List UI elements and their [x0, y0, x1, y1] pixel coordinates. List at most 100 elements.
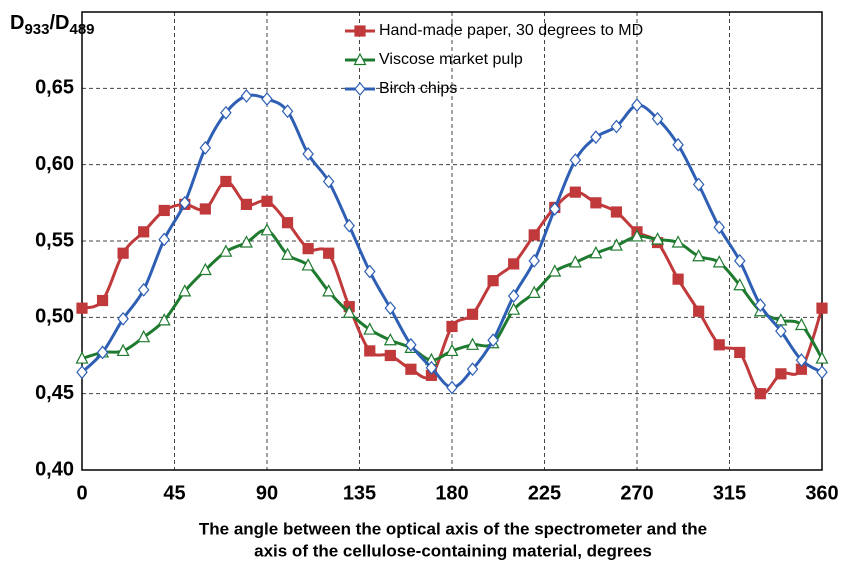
marker — [589, 245, 603, 259]
marker — [157, 313, 171, 326]
marker — [795, 353, 808, 368]
marker — [816, 365, 828, 380]
marker — [219, 244, 233, 257]
marker — [364, 345, 376, 357]
marker — [548, 264, 562, 277]
marker — [137, 329, 151, 343]
y-tick-label: 0,55 — [35, 229, 74, 251]
y-tick-label: 0,45 — [35, 382, 74, 404]
marker — [693, 305, 705, 317]
marker — [713, 220, 726, 235]
x-tick-label: 180 — [435, 482, 468, 504]
legend-label: Birch chips — [379, 80, 457, 97]
plot-frame — [81, 11, 823, 471]
marker — [322, 284, 336, 297]
x-tick-label: 90 — [256, 482, 278, 504]
marker — [713, 339, 725, 351]
marker — [96, 294, 109, 307]
marker — [158, 232, 171, 247]
y-tick-label: 0,65 — [35, 77, 74, 99]
marker — [281, 247, 295, 260]
y-tick-label: 0,50 — [35, 306, 74, 328]
marker — [76, 302, 88, 314]
marker — [384, 349, 396, 362]
marker — [445, 343, 459, 357]
marker — [220, 175, 232, 188]
marker — [794, 317, 808, 331]
marker — [568, 255, 582, 268]
marker — [240, 198, 253, 210]
marker — [610, 119, 623, 134]
y-tick-label: 0,40 — [35, 458, 74, 480]
marker — [487, 333, 499, 348]
marker — [323, 247, 335, 259]
legend-label: Hand-made paper, 30 degrees to MD — [379, 22, 643, 39]
marker — [487, 275, 499, 287]
marker — [240, 89, 253, 103]
marker — [199, 203, 211, 215]
marker — [712, 255, 726, 268]
marker — [508, 258, 520, 270]
marker — [609, 238, 623, 251]
x-tick-label: 225 — [528, 482, 561, 504]
marker — [651, 111, 664, 126]
marker — [302, 243, 314, 255]
marker — [116, 343, 130, 357]
marker — [569, 186, 581, 198]
y-label-part: /D — [49, 12, 69, 34]
legend-label: Viscose market pulp — [379, 51, 523, 68]
marker — [651, 232, 665, 245]
marker — [692, 248, 706, 262]
legend-marker — [353, 52, 367, 66]
legend-marker — [354, 25, 366, 37]
marker — [733, 277, 747, 291]
marker — [199, 140, 212, 155]
marker — [342, 305, 356, 318]
marker — [527, 285, 541, 299]
marker — [117, 311, 129, 326]
marker — [754, 388, 766, 400]
y-tick-label: 0,60 — [35, 153, 74, 175]
marker — [425, 360, 438, 375]
marker — [383, 332, 397, 346]
x-tick-label: 360 — [805, 482, 838, 504]
marker — [343, 218, 356, 233]
marker — [405, 337, 417, 352]
x-tick-label: 45 — [163, 482, 185, 504]
x-tick-label: 270 — [620, 482, 653, 504]
marker — [158, 204, 170, 217]
marker — [178, 195, 191, 210]
marker — [239, 235, 253, 248]
marker — [569, 153, 582, 168]
marker — [815, 351, 829, 364]
marker — [692, 177, 705, 192]
y-label-part: D — [10, 12, 24, 34]
marker — [775, 324, 787, 339]
x-tick-label: 135 — [343, 482, 376, 504]
marker — [671, 235, 685, 248]
marker — [363, 322, 377, 335]
marker — [590, 130, 602, 145]
marker — [775, 368, 787, 380]
marker — [630, 229, 644, 242]
x-tick-label: 315 — [713, 482, 746, 504]
marker — [590, 197, 602, 209]
marker — [322, 174, 335, 189]
marker — [631, 98, 643, 113]
marker — [672, 273, 684, 285]
x-axis-label: The angle between the optical axis of th… — [199, 519, 707, 538]
marker — [281, 217, 294, 229]
y-label-sub: 933 — [24, 21, 49, 38]
marker — [261, 195, 273, 207]
marker — [507, 302, 521, 315]
marker — [528, 253, 541, 268]
marker — [754, 298, 767, 313]
legend-marker — [354, 82, 366, 96]
marker — [405, 363, 417, 375]
marker — [220, 105, 232, 120]
marker — [198, 262, 212, 276]
marker — [117, 247, 129, 259]
marker — [75, 351, 89, 364]
marker — [528, 229, 540, 241]
